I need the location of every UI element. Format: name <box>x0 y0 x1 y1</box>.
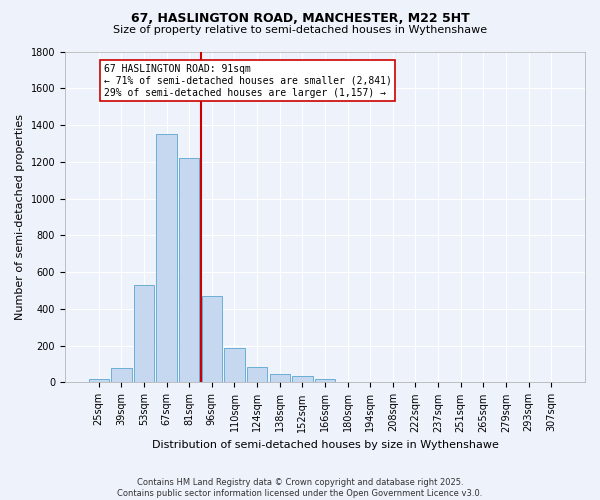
Bar <box>179 158 199 382</box>
Text: 67 HASLINGTON ROAD: 91sqm
← 71% of semi-detached houses are smaller (2,841)
29% : 67 HASLINGTON ROAD: 91sqm ← 71% of semi-… <box>104 64 392 98</box>
Bar <box>134 285 154 382</box>
Text: 67, HASLINGTON ROAD, MANCHESTER, M22 5HT: 67, HASLINGTON ROAD, MANCHESTER, M22 5HT <box>131 12 469 26</box>
Bar <box>269 374 290 382</box>
Bar <box>247 367 267 382</box>
Text: Contains HM Land Registry data © Crown copyright and database right 2025.
Contai: Contains HM Land Registry data © Crown c… <box>118 478 482 498</box>
Bar <box>292 376 313 382</box>
Bar <box>315 379 335 382</box>
Bar <box>111 368 131 382</box>
X-axis label: Distribution of semi-detached houses by size in Wythenshawe: Distribution of semi-detached houses by … <box>152 440 499 450</box>
Bar <box>89 379 109 382</box>
Bar <box>224 348 245 382</box>
Bar <box>157 134 177 382</box>
Bar <box>202 296 222 382</box>
Y-axis label: Number of semi-detached properties: Number of semi-detached properties <box>15 114 25 320</box>
Text: Size of property relative to semi-detached houses in Wythenshawe: Size of property relative to semi-detach… <box>113 25 487 35</box>
